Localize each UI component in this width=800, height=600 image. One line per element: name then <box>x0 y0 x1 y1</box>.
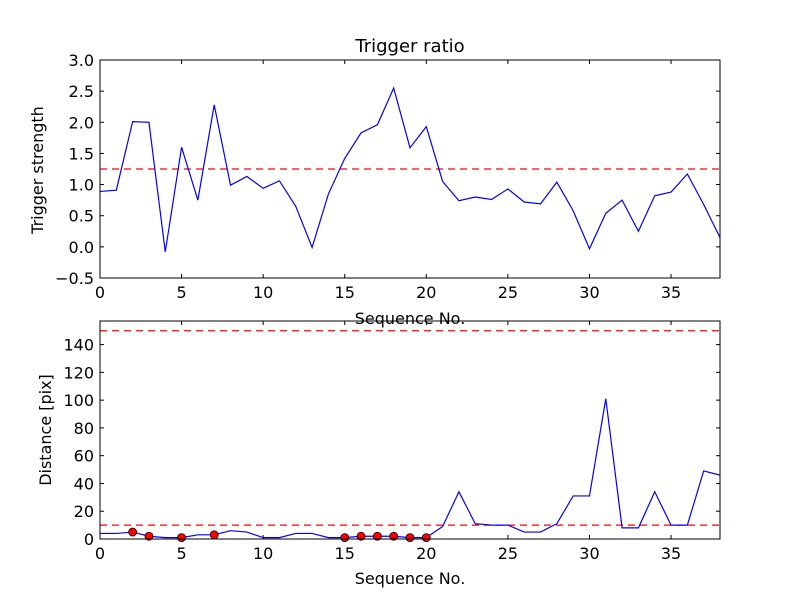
x-tick-label: 15 <box>335 283 355 302</box>
y-tick-label: 3.0 <box>69 51 94 70</box>
y-tick-label: 40 <box>74 474 94 493</box>
x-tick-label: 30 <box>579 544 599 563</box>
plot-title: Trigger ratio <box>354 36 464 57</box>
y-tick-label: 0 <box>84 530 94 549</box>
y-tick-label: 80 <box>74 419 94 438</box>
x-axis-label: Sequence No. <box>355 309 466 328</box>
x-tick-label: 5 <box>176 283 186 302</box>
x-tick-label: 15 <box>335 544 355 563</box>
x-tick-label: 10 <box>253 283 273 302</box>
tick-group: 0 5 10 15 20 25 30 35 0 20 40 60 80 100 120 140 <box>63 321 720 563</box>
y-tick-label: 0.5 <box>69 207 94 226</box>
y-tick-label: 60 <box>74 447 94 466</box>
y-tick-label: 20 <box>74 502 94 521</box>
trigger-ratio-plot: Trigger ratio Sequence No. Trigger stren… <box>28 36 721 328</box>
x-axis-label: Sequence No. <box>355 569 466 588</box>
x-tick-label: 25 <box>498 283 518 302</box>
tick-group: 0 5 10 15 20 25 30 35 −0.5 0.0 0.5 1.0 1.5 2.0 2.5 3.0 <box>55 51 720 302</box>
x-tick-label: 30 <box>579 283 599 302</box>
data-point-marker <box>421 533 431 543</box>
data-point-marker <box>128 527 138 537</box>
data-point-marker <box>356 531 366 541</box>
y-tick-label: −0.5 <box>55 269 94 288</box>
x-tick-label: 35 <box>661 283 681 302</box>
data-point-marker <box>209 530 219 540</box>
data-point-marker <box>389 531 399 541</box>
x-tick-label: 20 <box>416 544 436 563</box>
distance-plot: Sequence No. Distance [pix] 0 5 10 15 20 25 30… <box>36 320 721 588</box>
y-tick-label: 120 <box>63 363 94 382</box>
x-tick-label: 20 <box>416 283 436 302</box>
y-tick-label: 2.0 <box>69 113 94 132</box>
series-line <box>99 86 721 252</box>
x-tick-label: 0 <box>95 283 105 302</box>
x-tick-label: 5 <box>176 544 186 563</box>
y-tick-label: 0.0 <box>69 238 94 257</box>
data-point-marker <box>372 531 382 541</box>
data-point-marker <box>144 531 154 541</box>
plot-frame <box>99 320 721 540</box>
y-tick-label: 2.5 <box>69 82 94 101</box>
x-tick-label: 10 <box>253 544 273 563</box>
x-tick-label: 0 <box>95 544 105 563</box>
data-point-marker <box>177 533 186 543</box>
y-tick-label: 140 <box>63 336 94 355</box>
x-tick-label: 25 <box>498 544 518 563</box>
y-tick-label: 100 <box>63 391 94 410</box>
plot-frame <box>99 59 721 279</box>
y-tick-label: 1.5 <box>69 144 94 163</box>
y-tick-label: 1.0 <box>69 176 94 195</box>
x-tick-label: 35 <box>661 544 681 563</box>
data-point-marker <box>405 533 415 543</box>
series-layer <box>99 86 721 252</box>
y-axis-label: Distance [pix] <box>36 374 55 486</box>
series-layer <box>100 330 721 543</box>
data-point-marker <box>340 533 350 543</box>
y-axis-label: Trigger strength <box>28 106 47 235</box>
